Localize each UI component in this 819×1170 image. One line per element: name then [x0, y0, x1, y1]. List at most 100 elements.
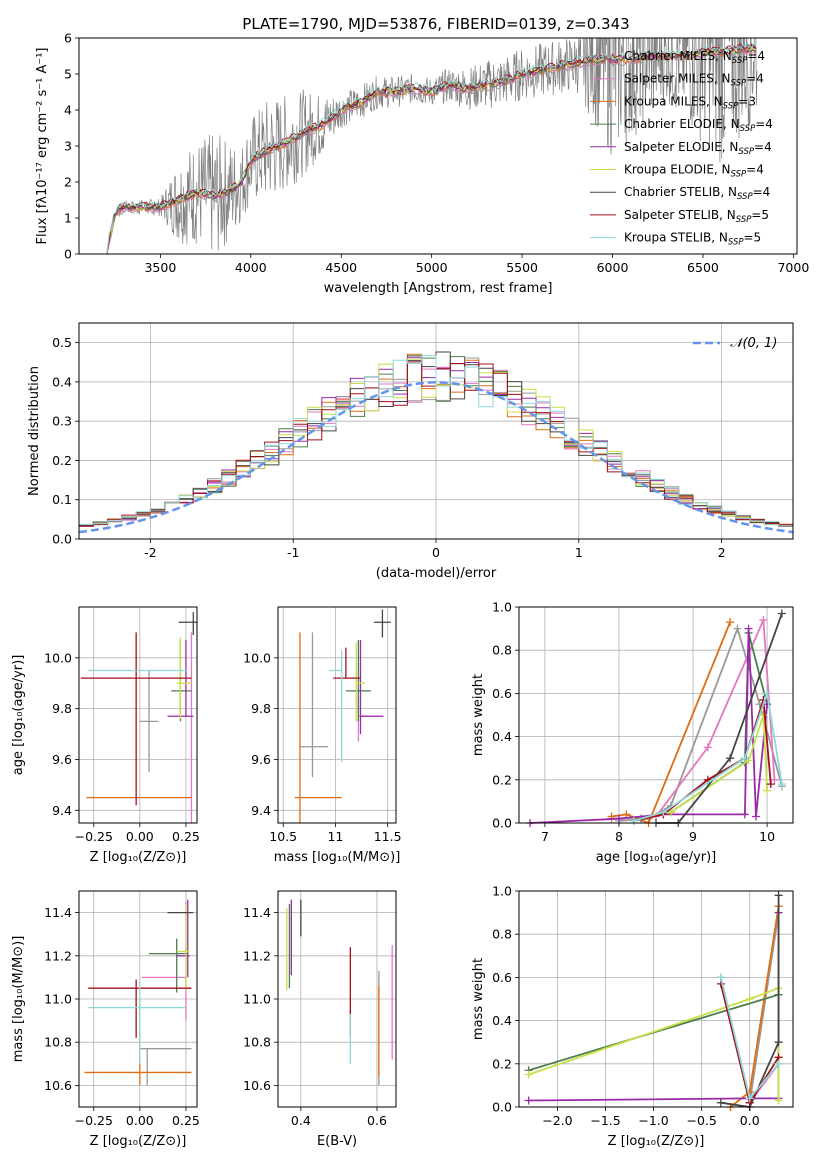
legend-subscript: SSP: [731, 170, 747, 180]
x-axis-label: Z [log₁₀(Z/Z⊙)]: [90, 1134, 187, 1149]
axes-frame: [78, 606, 198, 824]
model-spectrum-line: [106, 42, 757, 254]
x-tick-label: 4000: [235, 260, 267, 275]
data-point-marker: [740, 810, 749, 819]
legend-suffix: =5: [751, 208, 769, 222]
data-point-marker: [740, 754, 749, 763]
mass-weight-line: [633, 693, 783, 822]
x-tick-label: 6500: [687, 260, 719, 275]
y-tick-label: 1: [64, 211, 72, 226]
x-tick-label: 0.4: [291, 1113, 311, 1128]
y-tick-label: 6: [64, 31, 72, 46]
plot-area: [286, 899, 393, 1086]
axes-frame: [277, 606, 397, 824]
x-tick-label: 2: [718, 545, 726, 560]
data-point-marker: [751, 812, 760, 821]
y-tick-label: 1.0: [492, 600, 512, 615]
axes-frame: [518, 606, 794, 824]
mass-vs-ebv-panel: 0.4 0.6 10.6 10.8 11.0 11.2 11.4 E(B-V): [243, 890, 397, 1149]
x-tick-label: 1: [575, 545, 583, 560]
x-axis-label: E(B-V): [317, 1134, 357, 1149]
mass-weight-line: [611, 621, 731, 825]
plot-area: [79, 351, 793, 534]
legend-label: Salpeter STELIB, N: [624, 208, 736, 222]
legend-entry: Salpeter MILES, NSSP=4: [624, 72, 764, 89]
model-spectrum-line: [106, 46, 757, 254]
x-axis-label: age [log₁₀(age/yr)]: [596, 850, 717, 865]
y-tick-label: 11.2: [243, 948, 271, 963]
y-tick-label: 0.2: [492, 1056, 512, 1071]
y-tick-label: 0.2: [492, 772, 512, 787]
plot-area: [106, 38, 758, 254]
y-tick-label: 11.0: [243, 992, 271, 1007]
y-tick-label: 5: [64, 67, 72, 82]
x-tick-label: -2: [144, 545, 156, 560]
y-axis-label: Normed distribution: [27, 366, 42, 496]
y-tick-label: 0.8: [492, 643, 512, 658]
legend-label: Kroupa STELIB, N: [624, 231, 728, 245]
x-tick-label: −1.5: [590, 1113, 620, 1128]
data-point-marker: [745, 1094, 754, 1103]
y-axis-label: age [log₁₀(age/yr)]: [11, 655, 26, 776]
data-point-marker: [763, 786, 772, 795]
y-tick-label: 1.0: [492, 884, 512, 899]
mass-weight-line: [530, 628, 768, 824]
y-tick-label: 0.4: [492, 729, 512, 744]
data-point-marker: [726, 618, 735, 627]
y-tick-label: 9.8: [52, 701, 72, 716]
legend-suffix: =4: [755, 117, 773, 131]
data-point-marker: [629, 816, 638, 825]
data-point-marker: [774, 1038, 783, 1047]
observed-spectrum-line: [106, 38, 758, 251]
x-tick-label: 0.0: [740, 1113, 760, 1128]
y-tick-label: 0.5: [52, 335, 72, 350]
legend-label: Kroupa MILES, N: [624, 94, 723, 108]
legend-label: Salpeter MILES, N: [624, 72, 731, 86]
model-spectrum-line: [106, 43, 757, 254]
y-tick-label: 0.3: [52, 414, 72, 429]
data-point-marker: [524, 1096, 533, 1105]
age-vs-metallicity-panel: −0.25 0.00 0.25 9.4 9.6 9.8 10.0 Z [log₁₀(Z/Z⊙)…: [11, 606, 200, 865]
data-point-marker: [524, 1070, 533, 1079]
legend-entry: Chabrier MILES, NSSP=4: [624, 49, 765, 66]
legend-subscript: SSP: [737, 192, 753, 202]
legend-suffix: =4: [753, 185, 771, 199]
x-tick-label: 0.00: [126, 829, 154, 844]
x-tick-label: 0.25: [172, 829, 200, 844]
y-tick-label: 0.6: [492, 686, 512, 701]
figure-title: PLATE=1790, MJD=53876, FIBERID=0139, z=0…: [242, 15, 629, 33]
x-tick-label: 3500: [144, 260, 176, 275]
x-axis-label: mass [log₁₀(M/M⊙)]: [274, 850, 401, 865]
x-tick-label: 0.25: [172, 1113, 200, 1128]
y-tick-label: 9.4: [251, 803, 271, 818]
y-tick-label: 3: [64, 139, 72, 154]
y-axis-label: mass weight: [471, 958, 486, 1040]
legend-suffix: =3: [738, 94, 756, 108]
legend-suffix: =4: [754, 140, 772, 154]
legend-label: Chabrier MILES, N: [624, 49, 732, 63]
x-tick-label: 0.6: [367, 1113, 387, 1128]
x-tick-label: 5500: [506, 260, 538, 275]
massweight-vs-metallicity-panel: −2.0 −1.5 −1.0 −0.5 0.0 0.0 0.2 0.4 0.6 0.8 1.0 Z […: [471, 884, 794, 1149]
data-point-marker: [622, 810, 631, 819]
x-tick-label: 6000: [597, 260, 629, 275]
x-axis-label: Z [log₁₀(Z/Z⊙)]: [608, 1134, 705, 1149]
data-point-marker: [659, 808, 668, 817]
legend-subscript: SSP: [740, 124, 756, 134]
y-tick-label: 9.6: [52, 752, 72, 767]
y-tick-label: 11.4: [44, 905, 72, 920]
data-point-marker: [777, 780, 786, 789]
legend-subscript: SSP: [736, 215, 752, 225]
y-tick-label: 9.6: [251, 752, 271, 767]
x-tick-label: −1.0: [638, 1113, 668, 1128]
x-tick-label: -1: [287, 545, 299, 560]
data-point-marker: [774, 1059, 783, 1068]
x-tick-label: 0.00: [126, 1113, 154, 1128]
x-tick-label: 10.5: [269, 829, 297, 844]
x-tick-label: 4500: [325, 260, 357, 275]
x-tick-label: 5000: [416, 260, 448, 275]
x-tick-label: 8: [615, 829, 623, 844]
y-tick-label: 9.4: [52, 803, 72, 818]
plot-area: [84, 899, 194, 1086]
x-tick-label: 11: [327, 829, 343, 844]
